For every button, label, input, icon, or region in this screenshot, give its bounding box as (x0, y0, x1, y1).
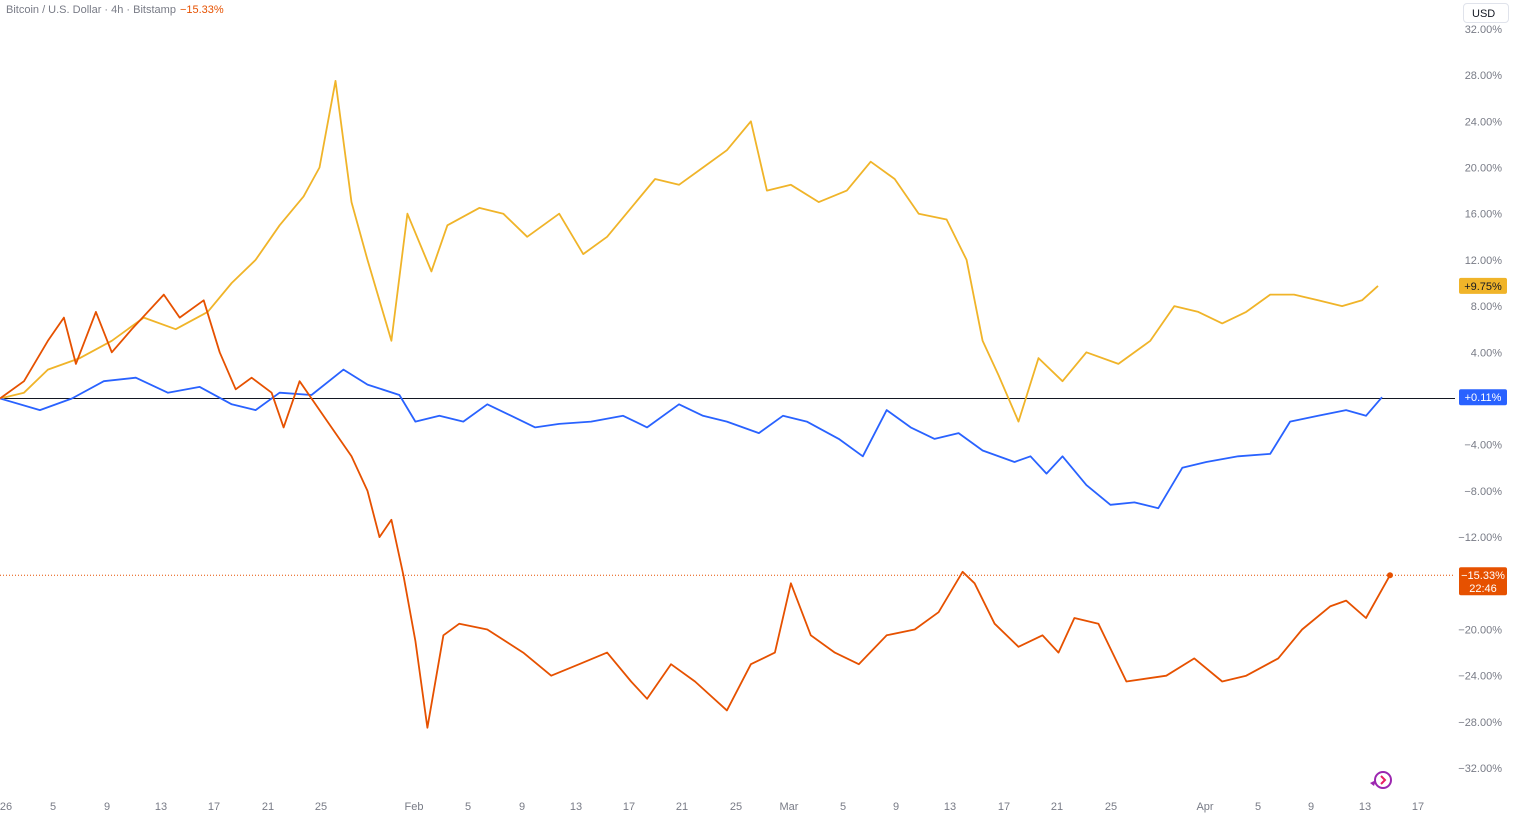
x-tick-label: 17 (208, 801, 220, 813)
last-value-badge (1459, 277, 1507, 294)
x-tick-label: 5 (840, 801, 846, 813)
y-tick-label: 4.00% (1471, 347, 1502, 359)
y-tick-label: −32.00% (1458, 763, 1502, 775)
x-tick-label: 26 (0, 801, 12, 813)
x-tick-label: Apr (1196, 801, 1213, 813)
x-tick-label: 13 (155, 801, 167, 813)
tradingview-logo-icon[interactable] (1368, 769, 1394, 791)
y-tick-label: 24.00% (1465, 116, 1503, 128)
x-tick-label: 21 (676, 801, 688, 813)
x-tick-label: 21 (1051, 801, 1063, 813)
x-tick-label: 17 (1412, 801, 1424, 813)
x-tick-label: 17 (998, 801, 1010, 813)
x-tick-label: 5 (50, 801, 56, 813)
last-value-text: +0.11% (1465, 392, 1502, 404)
last-value-badge (1459, 567, 1507, 596)
y-tick-label: −28.00% (1458, 717, 1502, 729)
last-value-badge (1459, 389, 1507, 406)
series-line-gold (0, 80, 1379, 423)
y-tick-label: −24.00% (1458, 671, 1502, 683)
currency-button[interactable]: USD (1463, 3, 1509, 23)
x-tick-label: 13 (1359, 801, 1371, 813)
x-axis: 26 5 9 13 17 21 25 Feb 5 9 13 17 21 25 Mar 5 9 13 17 21 25 Ap… (0, 801, 1424, 813)
x-tick-label: Mar (780, 801, 799, 813)
x-tick-label: 5 (465, 801, 471, 813)
x-tick-label: 9 (1308, 801, 1314, 813)
y-tick-label: −4.00% (1464, 440, 1502, 452)
countdown-text: 22:46 (1469, 583, 1497, 595)
last-value-labels: −15.33%22:46 +9.75% +0.11% (1459, 277, 1507, 596)
y-tick-label: 32.00% (1465, 24, 1503, 36)
x-tick-label: 17 (623, 801, 635, 813)
series-line-bitcoin (0, 293, 1391, 729)
x-tick-label: 21 (262, 801, 274, 813)
x-tick-label: 9 (104, 801, 110, 813)
series-lines (0, 80, 1393, 729)
symbol-title: Bitcoin / U.S. Dollar · 4h · Bitstamp −15… (6, 4, 224, 16)
x-tick-label: 9 (519, 801, 525, 813)
symbol-change: −15.33% (179, 4, 224, 16)
y-axis: 32.00% 28.00% 24.00% 20.00% 16.00% 12.00% 8.00… (1458, 24, 1502, 775)
last-value-text: −15.33% (1461, 570, 1505, 582)
x-tick-label: 25 (730, 801, 742, 813)
x-tick-label: 13 (570, 801, 582, 813)
y-tick-label: 16.00% (1465, 209, 1503, 221)
x-tick-label: 9 (893, 801, 899, 813)
y-tick-label: −8.00% (1464, 486, 1502, 498)
x-tick-label: 13 (944, 801, 956, 813)
y-tick-label: 12.00% (1465, 255, 1503, 267)
x-tick-label: 5 (1255, 801, 1261, 813)
last-value-text: +9.75% (1464, 281, 1502, 293)
x-tick-label: Feb (405, 801, 424, 813)
y-tick-label: 8.00% (1471, 301, 1502, 313)
y-tick-label: −12.00% (1458, 532, 1502, 544)
series-line-blue (0, 368, 1383, 510)
symbol-name: Bitcoin / U.S. Dollar · 4h · Bitstamp (6, 4, 176, 16)
x-tick-label: 25 (315, 801, 327, 813)
y-tick-label: −20.00% (1458, 625, 1502, 637)
y-tick-label: 28.00% (1465, 70, 1503, 82)
x-tick-label: 25 (1105, 801, 1117, 813)
zero-baseline (0, 398, 1455, 576)
y-tick-label: 20.00% (1465, 163, 1503, 175)
btc-last-point (1386, 572, 1393, 579)
